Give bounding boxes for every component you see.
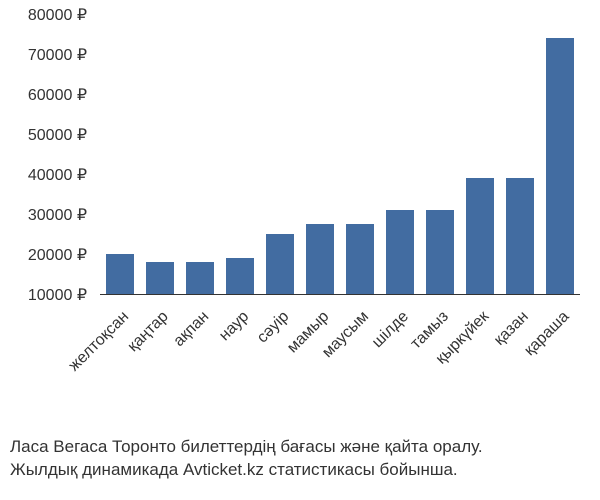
y-axis: 10000 ₽20000 ₽30000 ₽40000 ₽50000 ₽60000… [10, 15, 95, 295]
x-tick-label: желтоқсан [65, 308, 132, 375]
plot-area [100, 15, 580, 295]
chart-container: 10000 ₽ 20000 ₽ 30000 ₽ 40000 ₽ 50000 ₽ 60000… [10, 10, 590, 410]
bar [546, 38, 575, 294]
x-tick-label: ақпан [170, 308, 213, 351]
bar [266, 234, 295, 294]
bar [346, 224, 375, 294]
y-tick-label: 40000 ₽ [28, 165, 87, 185]
caption-line-1: Ласа Вегаса Торонто билеттердің бағасы ж… [10, 436, 590, 459]
bar [386, 210, 415, 294]
bar [426, 210, 455, 294]
bar [306, 224, 335, 294]
y-tick-label: 50000 ₽ [28, 125, 87, 145]
caption-line-2: Жылдық динамикада Avticket.kz статистика… [10, 459, 590, 482]
chart-caption: Ласа Вегаса Торонто билеттердің бағасы ж… [10, 436, 590, 482]
y-tick-label: 80000 ₽ [28, 5, 87, 25]
y-tick-label: 60000 ₽ [28, 85, 87, 105]
y-tick-label: 70000 ₽ [28, 45, 87, 65]
x-tick-label: қаңтар [125, 308, 173, 356]
y-tick-label: 30000 ₽ [28, 205, 87, 225]
bar [146, 262, 175, 294]
bar [506, 178, 535, 294]
bars-group [100, 15, 580, 294]
x-axis-labels: желтоқсанқаңтарақпаннаурсәуірмамырмаусым… [100, 300, 580, 420]
x-tick-label: қараша [521, 308, 573, 360]
bar [466, 178, 495, 294]
y-tick-label: 10000 ₽ [28, 285, 87, 305]
bar [186, 262, 215, 294]
bar [226, 258, 255, 294]
x-tick-label: шілде [369, 308, 413, 352]
x-tick-label: наур [216, 308, 253, 345]
bar [106, 254, 135, 294]
y-tick-label: 20000 ₽ [28, 245, 87, 265]
